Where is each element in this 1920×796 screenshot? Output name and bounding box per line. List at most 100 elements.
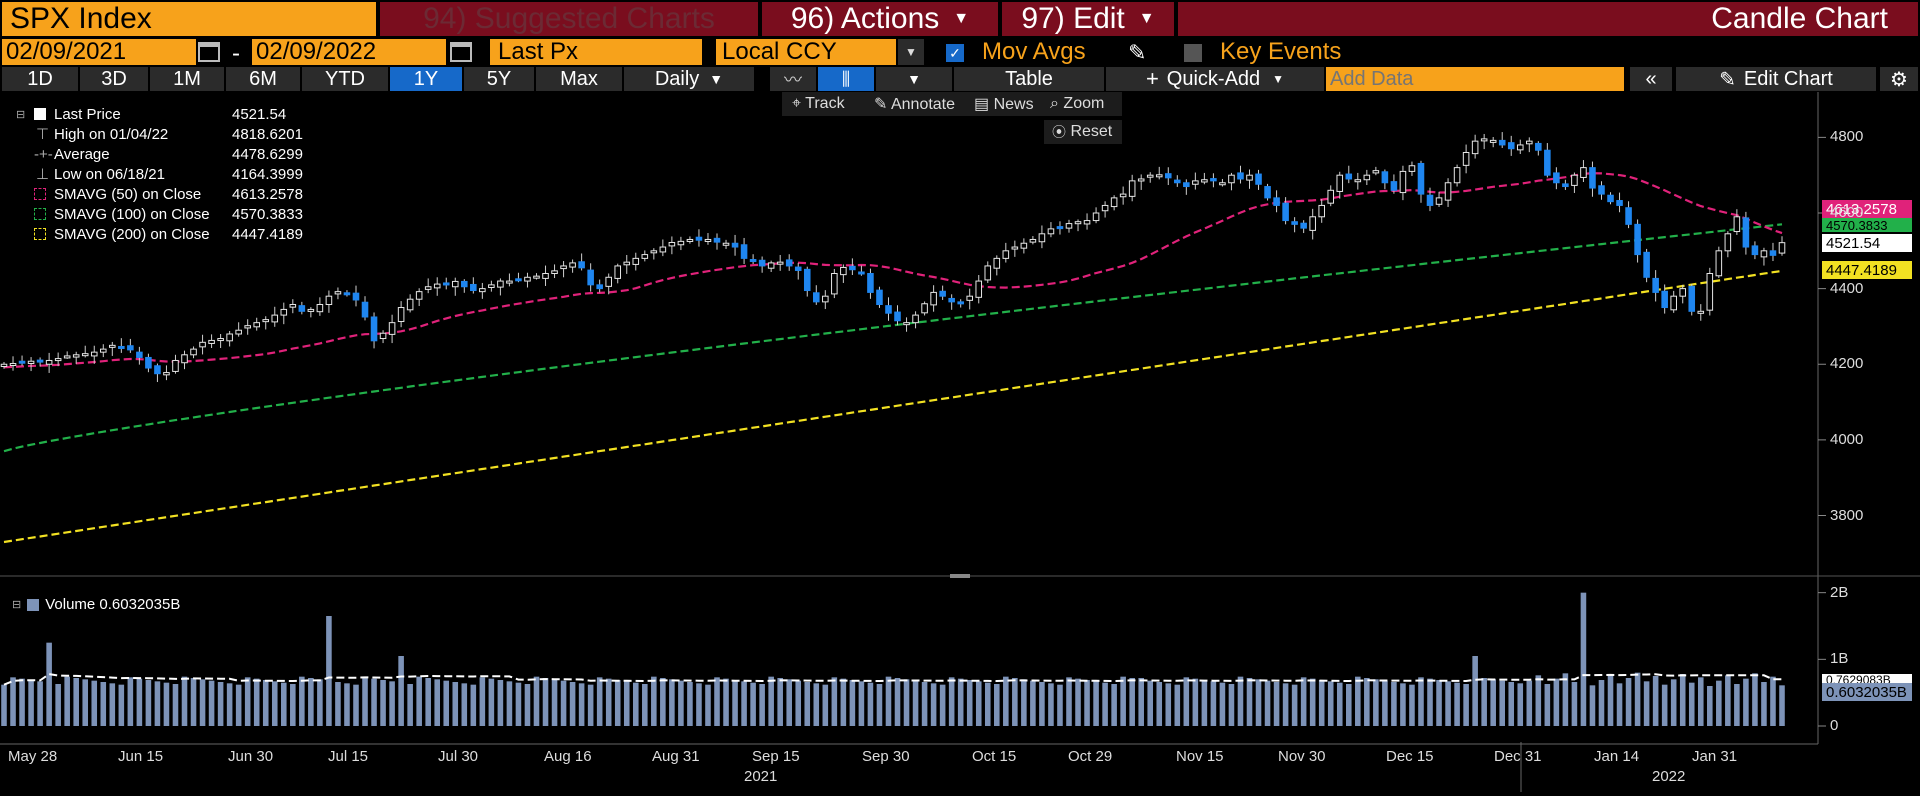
chevron-down-icon[interactable]: ▼ xyxy=(898,39,924,65)
suggested-charts-button[interactable]: 94) Suggested Charts xyxy=(380,2,758,36)
zoom-button[interactable]: ⌕ Zoom xyxy=(1050,95,1104,113)
candle-body xyxy=(894,311,901,322)
edit-menu[interactable]: 97) Edit ▼ xyxy=(1002,2,1174,36)
zoom-label: Zoom xyxy=(1063,95,1105,112)
volume-bar xyxy=(1391,682,1397,726)
volume-bar xyxy=(1571,682,1578,726)
volume-bar xyxy=(1580,592,1587,726)
chart-style-dropdown[interactable]: ▼ xyxy=(876,67,952,91)
quick-add-button[interactable]: + Quick-Add ▼ xyxy=(1106,66,1324,91)
candle-body xyxy=(794,266,802,271)
currency-value: Local CCY xyxy=(722,38,837,65)
calendar-icon[interactable] xyxy=(198,42,220,62)
volume-bar xyxy=(1589,685,1596,726)
key-events-checkbox[interactable] xyxy=(1184,44,1202,62)
start-date-field[interactable]: 02/09/2021 xyxy=(2,38,196,65)
expand-icon[interactable]: ⊟ xyxy=(16,108,26,121)
collapse-icon[interactable]: « xyxy=(1630,67,1672,91)
line-chart-icon[interactable]: 〰 xyxy=(770,67,816,91)
candle-body xyxy=(406,298,414,311)
pencil-icon[interactable]: ✎ xyxy=(1128,40,1147,65)
price-chart[interactable] xyxy=(0,92,1920,796)
candle-body xyxy=(1137,178,1145,182)
gear-icon[interactable]: ⚙ xyxy=(1880,67,1918,91)
mov-avgs-checkbox[interactable]: ✓ xyxy=(946,44,964,62)
volume-bar xyxy=(1445,681,1451,726)
field-select[interactable]: Last Px xyxy=(490,38,702,65)
candle-body xyxy=(172,359,179,372)
edit-chart-button[interactable]: ✎ Edit Chart xyxy=(1676,67,1876,91)
x-tick-label: Oct 15 xyxy=(972,748,1017,765)
reset-button[interactable]: ⦿ Reset xyxy=(1044,120,1122,144)
candle-body xyxy=(1733,216,1741,233)
period-ytd-button[interactable]: YTD xyxy=(302,67,388,91)
candle-body xyxy=(1535,142,1542,151)
annotate-button[interactable]: ✎ Annotate xyxy=(874,94,955,114)
volume-bar xyxy=(1562,673,1569,726)
legend-name: High on 01/04/22 xyxy=(54,125,169,143)
candle-body xyxy=(1498,139,1506,146)
track-button[interactable]: ⌖ Track xyxy=(792,95,845,113)
volume-bar xyxy=(1481,678,1487,726)
candle-body xyxy=(1047,228,1055,235)
end-date-field[interactable]: 02/09/2022 xyxy=(252,38,446,65)
frequency-select[interactable]: Daily ▼ xyxy=(624,67,754,91)
candle-body xyxy=(1309,216,1316,231)
volume-bar xyxy=(362,677,368,726)
period-1y-button[interactable]: 1Y xyxy=(390,67,462,91)
volume-bar xyxy=(1382,680,1388,726)
candle-body xyxy=(424,286,432,290)
volume-bar xyxy=(578,683,585,726)
candle-body xyxy=(181,354,188,364)
period-3d-button[interactable]: 3D xyxy=(80,67,148,91)
volume-bar xyxy=(1670,679,1677,726)
volume-bar xyxy=(461,683,468,726)
volume-bar xyxy=(1264,680,1271,726)
volume-bar xyxy=(994,684,1000,726)
candle-chart-icon[interactable]: ⫼ xyxy=(818,67,874,91)
volume-bar xyxy=(335,682,341,726)
volume-bar xyxy=(1697,677,1704,726)
volume-bar xyxy=(1716,680,1722,726)
volume-bar xyxy=(1318,680,1325,726)
actions-menu[interactable]: 96) Actions ▼ xyxy=(762,2,998,36)
calendar-icon[interactable] xyxy=(450,42,472,62)
candle-body xyxy=(352,292,360,301)
ticker-field[interactable]: SPX Index xyxy=(2,2,376,36)
period-1d-button[interactable]: 1D xyxy=(2,67,78,91)
candle-body xyxy=(912,314,919,324)
volume-bar xyxy=(145,680,152,726)
candle-body xyxy=(1381,171,1389,184)
candle-body xyxy=(1101,204,1109,212)
period-6m-button[interactable]: 6M xyxy=(226,67,300,91)
volume-bar xyxy=(100,682,107,726)
news-button[interactable]: ▤ News xyxy=(974,94,1034,114)
x-tick-label: Jan 31 xyxy=(1692,748,1738,765)
volume-bar xyxy=(199,679,206,726)
candle-body xyxy=(930,291,937,306)
currency-select[interactable]: Local CCY xyxy=(716,38,896,65)
period-1m-button[interactable]: 1M xyxy=(150,67,224,91)
volume-bar xyxy=(1634,672,1641,726)
volume-bar xyxy=(109,683,116,726)
chevron-down-icon: ▼ xyxy=(1138,10,1155,27)
volume-bar xyxy=(1336,682,1343,726)
candle-body xyxy=(1670,295,1677,311)
legend-row-average: -+- Average 4478.6299 xyxy=(12,144,308,164)
volume-bar xyxy=(930,683,937,726)
table-button[interactable]: Table xyxy=(954,67,1104,91)
volume-bar xyxy=(560,680,567,726)
volume-bar xyxy=(1219,682,1226,726)
frequency-label: Daily xyxy=(654,67,700,90)
volume-bar xyxy=(389,681,395,726)
candle-body xyxy=(1507,142,1515,150)
volume-bar xyxy=(497,680,504,726)
expand-icon[interactable]: ⊟ xyxy=(12,599,22,611)
period-max-button[interactable]: Max xyxy=(536,67,622,91)
field-value: Last Px xyxy=(498,38,579,65)
volume-bar xyxy=(1688,682,1695,726)
add-data-input[interactable] xyxy=(1326,67,1624,91)
chevron-down-icon: ▼ xyxy=(953,10,970,27)
period-5y-button[interactable]: 5Y xyxy=(464,67,534,91)
panel-splitter-handle[interactable] xyxy=(950,574,970,578)
